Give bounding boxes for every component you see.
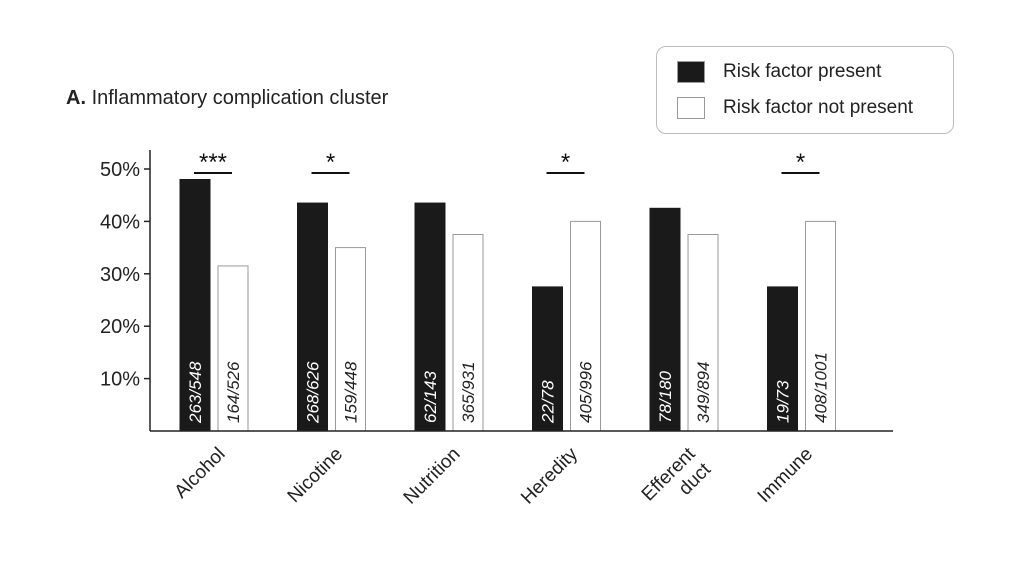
bar-data-label: 408/1001 <box>812 352 831 423</box>
legend-swatch-not-present <box>677 97 705 119</box>
x-tick-label: Immune <box>754 444 817 507</box>
bars-group: 263/548 164/526 268/626 159/448 62/143 365/93… <box>179 178 836 432</box>
bar-nutrition-not-present <box>452 234 484 432</box>
y-tick-label: 30% <box>100 264 140 286</box>
bar-data-label: 365/931 <box>459 362 478 423</box>
bar-nicotine-present <box>297 202 328 432</box>
chart-title: A. Inflammatory complication cluster <box>66 87 389 109</box>
bar-efferent-duct-not-present <box>687 234 719 432</box>
legend-label-not-present: Risk factor not present <box>723 97 914 118</box>
legend-item-not-present: Risk factor not present <box>677 93 913 123</box>
bar-data-label: 268/626 <box>304 361 323 424</box>
y-tick-label: 10% <box>100 369 140 391</box>
x-tick-label: Nutrition <box>400 444 465 509</box>
bar-efferent-duct-present <box>649 207 681 432</box>
bar-data-label: 405/996 <box>577 361 596 423</box>
bar-immune-not-present <box>805 220 836 432</box>
legend-swatch-present <box>677 61 705 83</box>
y-tick-label: 20% <box>100 316 140 338</box>
bar-alcohol-not-present <box>217 265 249 432</box>
y-tick-label: 50% <box>100 159 140 181</box>
bar-heredity-not-present <box>570 220 601 432</box>
x-axis-labels: Alcohol Nicotine Nutrition Heredity Efferent… <box>171 443 817 521</box>
bar-data-label: 349/894 <box>694 362 713 423</box>
bar-data-label: 62/143 <box>421 370 440 423</box>
legend-item-present: Risk factor present <box>677 57 881 87</box>
x-tick-label: Alcohol <box>171 444 230 503</box>
bar-data-label: 19/73 <box>774 380 793 423</box>
bar-data-label: 263/548 <box>186 361 205 424</box>
bar-data-label: 164/526 <box>224 361 243 423</box>
significance-stars: * <box>796 149 805 176</box>
y-tick-label: 40% <box>100 211 140 233</box>
significance-stars: * <box>561 149 570 176</box>
x-tick-label: Heredity <box>517 443 582 508</box>
x-tick-label: Efferentduct <box>638 443 716 521</box>
bar-data-label: 78/180 <box>656 370 675 423</box>
significance-group: *** * * * <box>194 149 820 176</box>
significance-stars: *** <box>199 149 227 176</box>
panel-label: A. <box>66 87 86 109</box>
significance-stars: * <box>326 149 335 176</box>
legend: Risk factor present Risk factor not pres… <box>656 46 954 134</box>
chart-title-text: Inflammatory complication cluster <box>92 87 389 109</box>
bar-immune-present <box>767 286 798 432</box>
y-axis: 10% 20% 30% 40% 50% <box>100 159 150 391</box>
x-tick-label: Nicotine <box>284 444 347 507</box>
bar-data-label: 159/448 <box>342 361 361 423</box>
bar-alcohol-present <box>179 178 211 432</box>
legend-label-present: Risk factor present <box>723 61 882 82</box>
bar-heredity-present <box>532 286 563 432</box>
bar-data-label: 22/78 <box>539 380 558 424</box>
